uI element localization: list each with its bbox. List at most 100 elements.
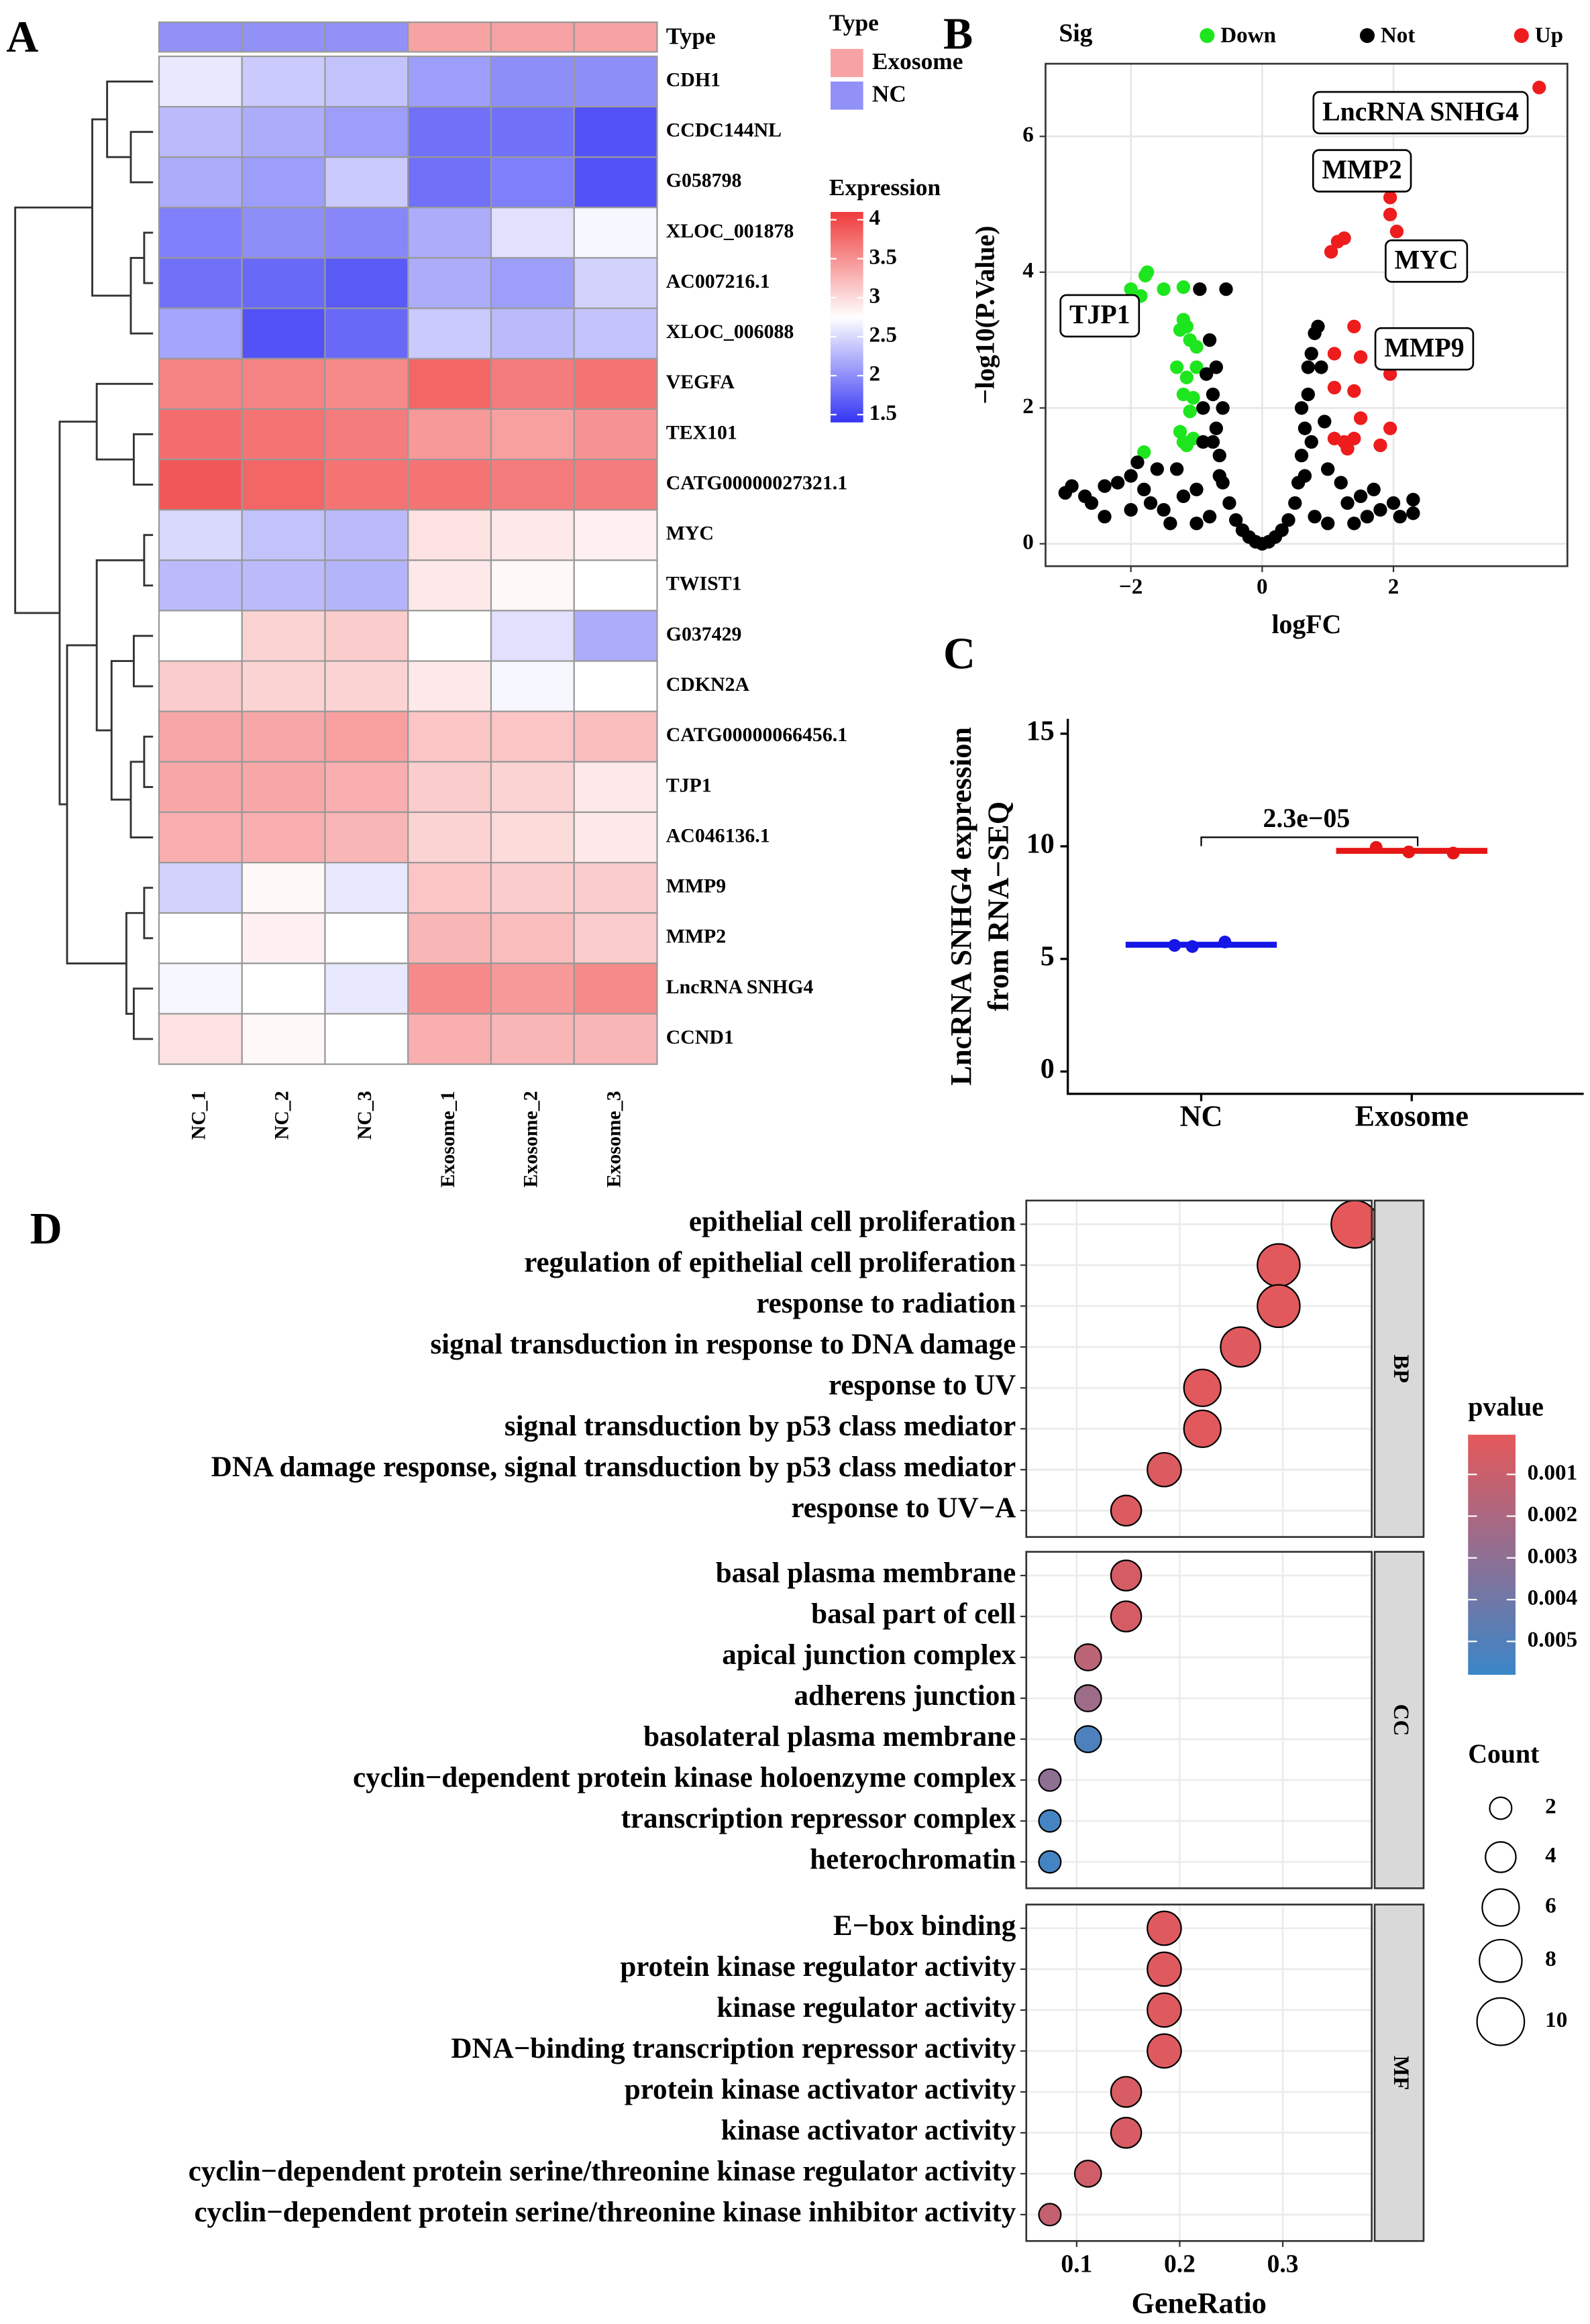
x-tick-label: Exosome	[1355, 1100, 1469, 1133]
bubble	[1183, 1368, 1222, 1407]
panel-letter: A	[6, 13, 38, 62]
heatmap-cell	[241, 912, 326, 964]
heatmap-cell	[573, 962, 658, 1015]
point	[1446, 846, 1460, 860]
point	[1406, 492, 1420, 507]
facet-strip	[1373, 1903, 1425, 2242]
point	[1189, 482, 1204, 496]
heatmap-cell	[407, 962, 492, 1015]
point	[1330, 235, 1345, 249]
bubble	[1257, 1243, 1301, 1288]
term-label: heterochromatin	[810, 1844, 1016, 1875]
colorbar	[1468, 1435, 1516, 1675]
y-tick-label: 0	[1022, 529, 1034, 554]
heatmap-cell	[158, 862, 243, 914]
term-label: adherens junction	[794, 1680, 1016, 1712]
annotation-box	[1385, 239, 1469, 283]
heatmap-cell	[407, 862, 492, 914]
point	[1206, 435, 1220, 449]
heatmap-cell	[407, 55, 492, 108]
point	[1218, 936, 1232, 949]
point	[1301, 360, 1315, 374]
point	[1179, 438, 1194, 453]
heatmap-cell	[490, 962, 575, 1015]
point	[1353, 350, 1368, 364]
point	[1173, 323, 1187, 337]
heatmap-cell	[158, 559, 243, 612]
point	[1176, 280, 1191, 294]
term-label: basal plasma membrane	[716, 1557, 1016, 1589]
heatmap-cell	[407, 660, 492, 712]
colorbar	[831, 212, 863, 423]
point	[1065, 479, 1079, 493]
row-label: G058798	[666, 170, 742, 192]
column-label: Exosome_3	[602, 1091, 625, 1187]
size-legend-label: 10	[1545, 2007, 1567, 2032]
bubble	[1073, 2160, 1102, 2188]
size-legend-marker	[1479, 1938, 1523, 1983]
point	[1229, 513, 1243, 527]
heatmap-cell	[573, 55, 658, 108]
bubble	[1073, 1684, 1102, 1712]
point	[1157, 282, 1171, 296]
heatmap-cell	[324, 811, 409, 864]
point	[1124, 502, 1138, 517]
size-legend-label: 6	[1545, 1893, 1556, 1918]
facet-panel	[1026, 1904, 1372, 2242]
heatmap-cell	[241, 55, 326, 108]
heatmap-cell	[490, 156, 575, 209]
facet-label: CC	[1389, 1704, 1414, 1736]
point	[1209, 421, 1224, 435]
point	[1318, 414, 1332, 429]
size-legend-label: 4	[1545, 1843, 1556, 1868]
heatmap-cell	[324, 610, 409, 662]
x-tick-label: 0.1	[1061, 2250, 1092, 2278]
point	[1327, 380, 1342, 395]
colorbar-label: 0.003	[1528, 1543, 1578, 1568]
heatmap-cell	[324, 207, 409, 259]
bubble	[1147, 1451, 1182, 1488]
size-legend-marker	[1476, 1997, 1526, 2046]
heatmap-cell	[407, 207, 492, 259]
heatmap-cell	[490, 408, 575, 461]
heatmap-cell	[158, 660, 243, 712]
size-legend-label: 8	[1545, 1946, 1556, 1971]
point	[1163, 516, 1177, 531]
heatmap-cell	[407, 761, 492, 814]
annotation-box	[1374, 327, 1475, 371]
point	[1179, 370, 1194, 384]
colorbar-label: 1.5	[869, 400, 896, 425]
heatmap-cell	[241, 710, 326, 763]
facet-border	[1025, 1551, 1373, 1889]
heatmap-cell	[573, 408, 658, 461]
term-label: apical junction complex	[722, 1639, 1016, 1671]
heatmap-cell	[241, 509, 326, 561]
y-axis-label: LncRNA SNHG4 expression	[945, 727, 977, 1085]
heatmap-cell	[407, 257, 492, 309]
colorbar-label: 0.002	[1528, 1502, 1578, 1527]
heatmap-cell	[158, 307, 243, 359]
heatmap-cell	[158, 710, 243, 763]
point	[1389, 224, 1404, 239]
heatmap-cell	[407, 458, 492, 511]
point	[1304, 347, 1318, 361]
heatmap-cell	[490, 207, 575, 259]
heatmap-cell	[573, 811, 658, 864]
point	[1222, 496, 1236, 510]
x-tick-label: 2	[1388, 574, 1399, 599]
legend-title: Type	[829, 9, 879, 36]
heatmap-cell	[241, 408, 326, 461]
heatmap-cell	[573, 761, 658, 814]
heatmap-cell	[573, 357, 658, 410]
point	[1347, 319, 1361, 333]
heatmap-cell	[573, 156, 658, 209]
heatmap-cell	[158, 207, 243, 259]
point	[1124, 282, 1138, 296]
bubble	[1257, 1284, 1301, 1329]
point	[1383, 421, 1397, 435]
heatmap-cell	[573, 106, 658, 158]
legend-label: Up	[1535, 23, 1563, 48]
heatmap-cell	[490, 862, 575, 914]
y-axis-label: −log10(P.Value)	[970, 226, 1000, 404]
heatmap-cell	[407, 610, 492, 662]
